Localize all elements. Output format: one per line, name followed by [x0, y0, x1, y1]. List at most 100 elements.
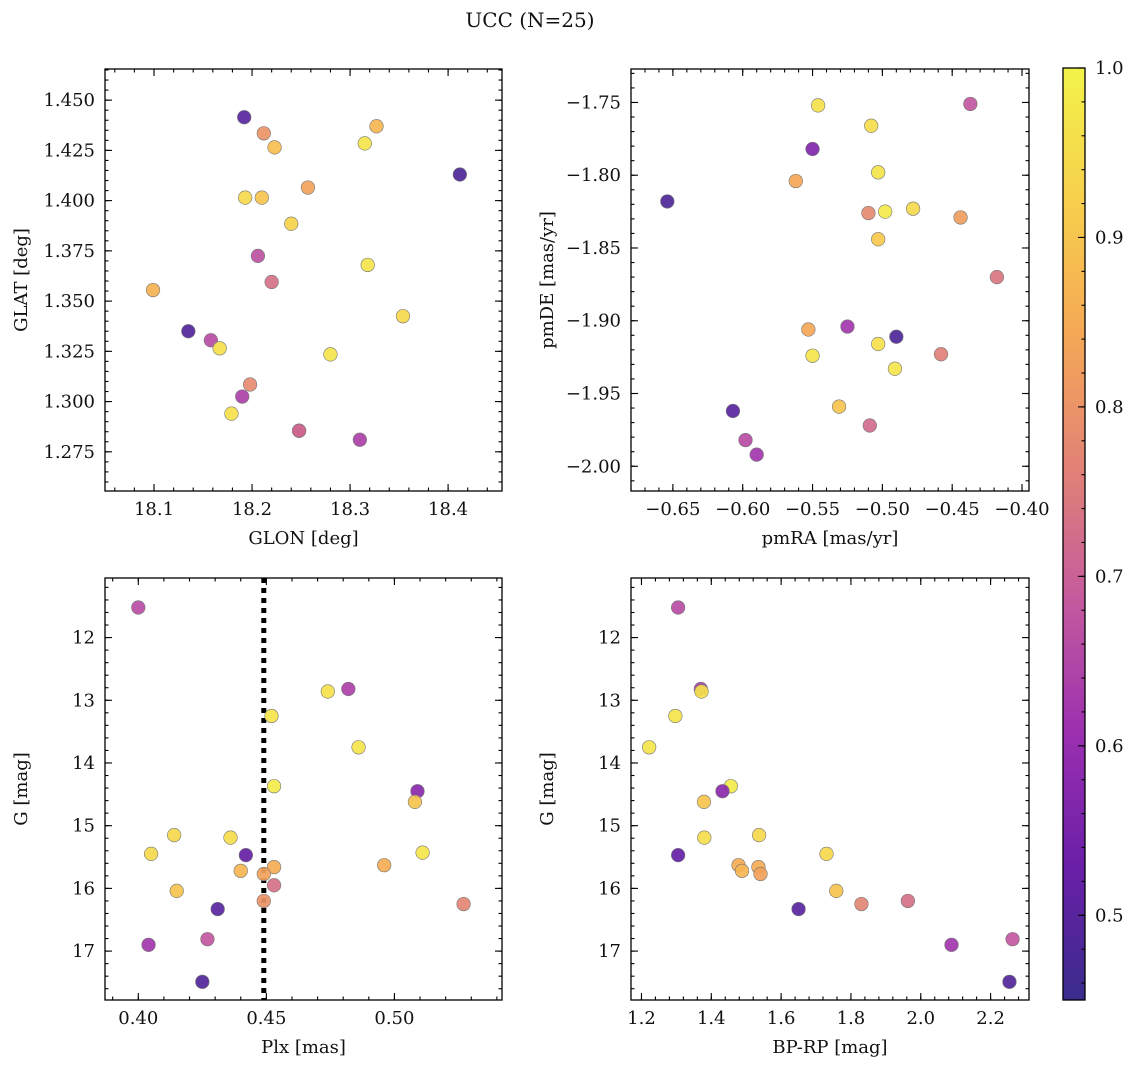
x-tick-label: −0.40 [994, 499, 1049, 520]
colorbar-tick-label: 0.9 [1095, 227, 1124, 248]
colorbar-tick-label: 0.6 [1095, 736, 1124, 757]
y-tick-label: −1.85 [566, 238, 621, 259]
data-point [369, 119, 384, 134]
data-point [266, 779, 282, 794]
x-tick-label: −0.55 [785, 499, 840, 520]
y-tick-label: 12 [72, 628, 95, 649]
data-point [256, 126, 271, 141]
y-tick-label: 1.325 [43, 341, 95, 362]
data-point [749, 447, 764, 462]
data-point [1005, 932, 1020, 947]
data-point [266, 878, 282, 893]
data-point [738, 432, 753, 448]
data-point [242, 377, 258, 392]
x-tick-label: 18.3 [330, 499, 370, 520]
y-tick-label: 15 [598, 816, 621, 837]
x-tick-label: −0.65 [645, 499, 700, 520]
data-point [871, 165, 886, 180]
data-point [989, 269, 1004, 285]
data-point [671, 848, 686, 863]
data-point [254, 190, 269, 205]
y-axis-label: GLAT [deg] [11, 228, 32, 332]
y-tick-label: 12 [598, 628, 621, 649]
data-point [889, 329, 904, 344]
data-point [352, 432, 367, 447]
colorbar-frame [1062, 67, 1086, 1001]
data-point [203, 333, 218, 348]
y-tick-label: 14 [72, 753, 95, 774]
y-tick-label: 16 [72, 878, 95, 899]
panel-glon-glat: 18.1 18.2 18.3 18.4 1.275 1.300 1.325 1.350 1.37… [11, 68, 503, 549]
figure-title: UCC (N=25) [465, 8, 594, 32]
data-point [805, 348, 820, 363]
data-point [642, 740, 657, 755]
x-tick-label: −0.50 [855, 499, 910, 520]
x-tick-label: 1.8 [837, 1008, 866, 1029]
y-axis-label: pmDE [mas/yr] [537, 211, 558, 349]
colorbar-fill [1063, 68, 1085, 1000]
panel-pmra-pmde: −0.65 −0.60 −0.55 −0.50 −0.45 −0.40 −2.00 −1.95… [537, 68, 1050, 549]
x-axis-label: BP-RP [mag] [772, 1037, 887, 1058]
data-point [819, 846, 834, 861]
data-point [200, 932, 215, 947]
x-tick-label: 18.4 [428, 499, 468, 520]
data-point [323, 347, 338, 362]
data-point [360, 257, 375, 273]
data-point [264, 708, 279, 724]
data-point [871, 336, 886, 352]
x-axis-label: GLON [deg] [248, 528, 358, 549]
data-point [829, 883, 844, 898]
x-tick-label: 0.40 [118, 1008, 158, 1029]
data-point [235, 389, 250, 404]
x-tick-label: −0.45 [925, 499, 980, 520]
y-tick-label: 1.375 [43, 241, 95, 262]
data-point [341, 681, 356, 697]
x-tick-label: 18.1 [134, 499, 174, 520]
data-point [696, 794, 712, 809]
data-point [233, 863, 248, 878]
data-point [660, 194, 675, 209]
data-point [811, 98, 826, 113]
data-point [395, 309, 411, 324]
y-tick-label: 13 [598, 690, 621, 711]
data-point [256, 866, 271, 882]
data-point [415, 845, 430, 860]
data-point [944, 937, 959, 952]
data-point [169, 883, 184, 898]
data-point [377, 858, 392, 873]
data-point [900, 893, 915, 909]
colorbar-tick-label: 0.8 [1095, 397, 1124, 418]
data-point [963, 96, 978, 112]
y-tick-label: 1.300 [43, 392, 95, 413]
axes-frame [104, 577, 503, 1001]
data-point [862, 418, 877, 433]
data-point [267, 140, 282, 155]
data-point [266, 859, 282, 875]
data-point [452, 167, 467, 182]
data-point [871, 232, 886, 247]
y-tick-label: −1.95 [566, 384, 621, 405]
y-tick-label: 1.275 [43, 442, 95, 463]
x-tick-label: 0.45 [246, 1008, 286, 1029]
y-tick-label: −1.90 [566, 311, 621, 332]
data-point [195, 974, 210, 989]
y-tick-label: 17 [72, 941, 95, 962]
data-point [238, 190, 253, 205]
x-tick-label: 2.2 [976, 1008, 1005, 1029]
y-tick-label: 13 [72, 690, 95, 711]
y-tick-label: 1.400 [43, 191, 95, 212]
y-tick-label: 16 [598, 878, 621, 899]
y-tick-label: 1.425 [43, 140, 95, 161]
data-point [131, 600, 146, 615]
data-point [671, 600, 686, 615]
data-point [167, 827, 182, 843]
y-tick-label: −2.00 [566, 456, 621, 477]
data-point [953, 210, 968, 225]
data-point [854, 896, 869, 912]
x-tick-label: 0.50 [374, 1008, 414, 1029]
data-point [238, 848, 253, 863]
colorbar-tick-label: 1.0 [1095, 58, 1124, 79]
data-point [291, 423, 307, 438]
data-point [456, 896, 471, 912]
data-point [791, 901, 806, 917]
